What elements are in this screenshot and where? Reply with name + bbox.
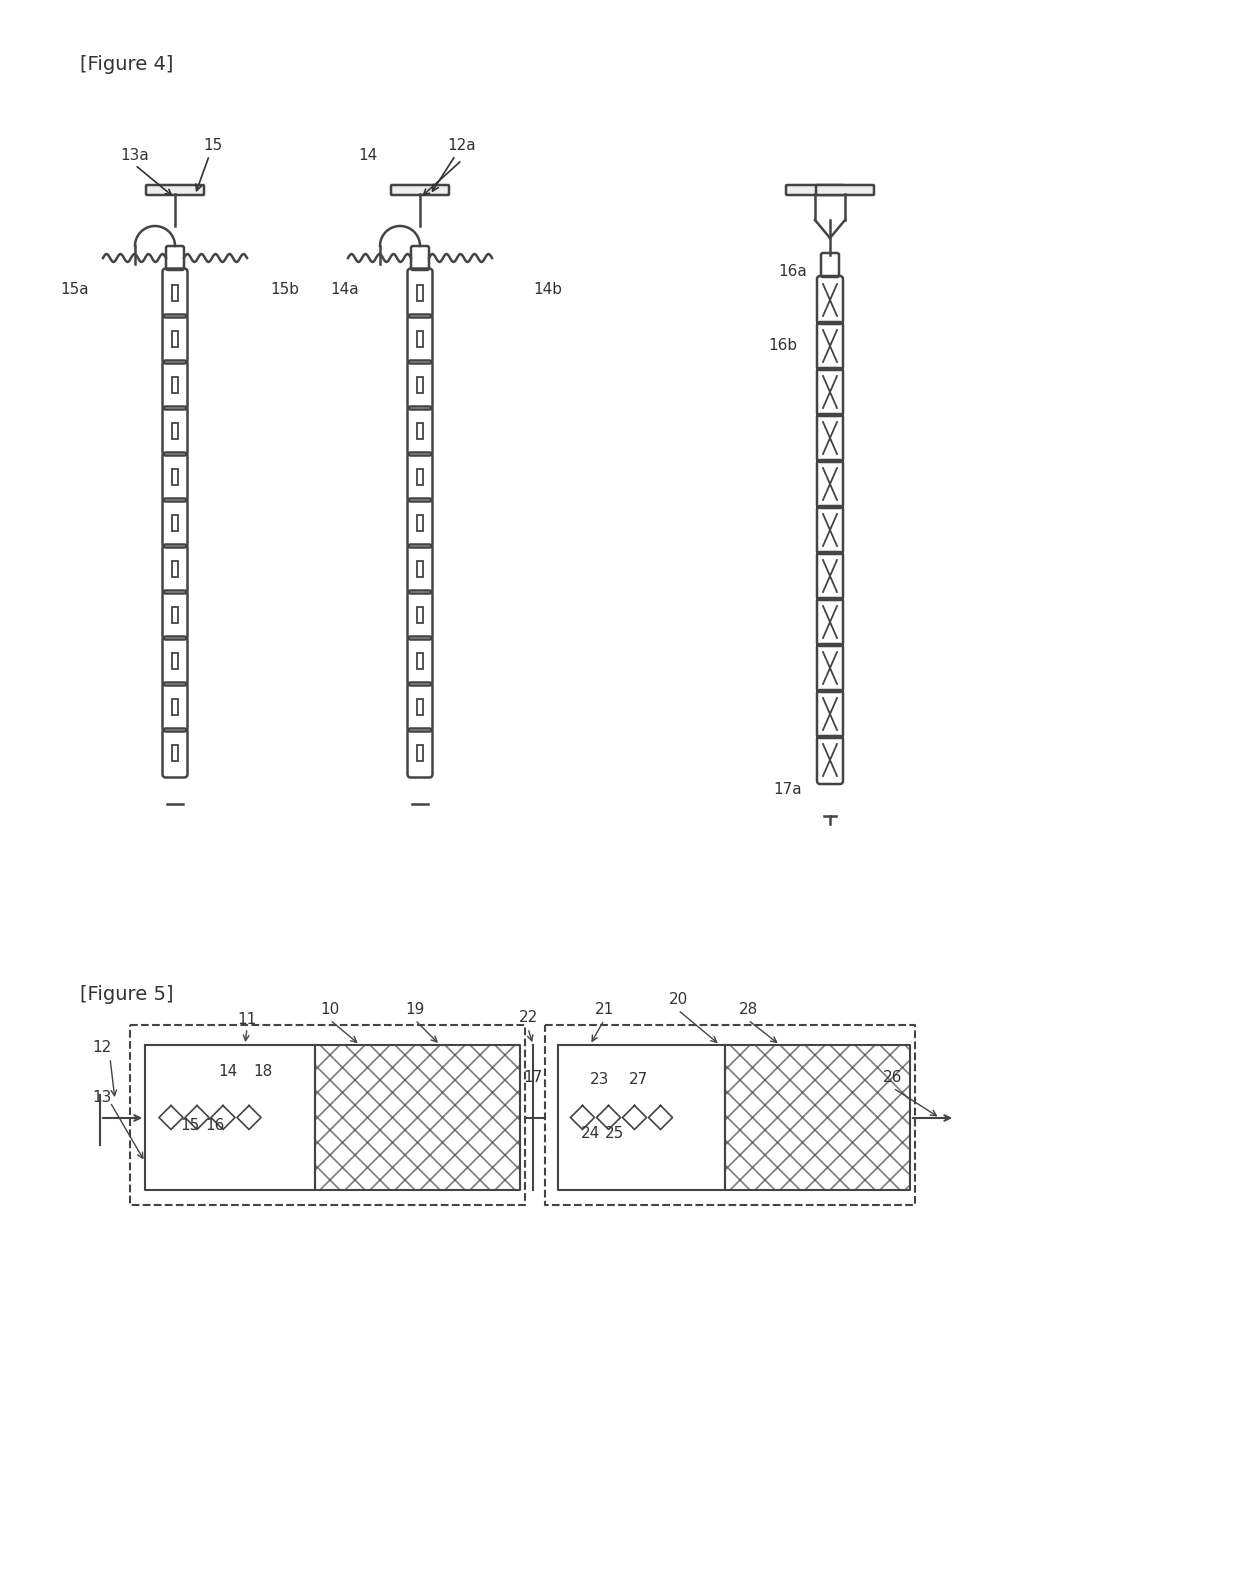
Bar xyxy=(417,653,423,670)
Text: 10: 10 xyxy=(320,1003,340,1018)
Bar xyxy=(172,515,179,532)
Text: 16: 16 xyxy=(206,1117,224,1133)
Text: 15: 15 xyxy=(196,138,223,190)
Text: [Figure 4]: [Figure 4] xyxy=(81,55,174,74)
Text: 14: 14 xyxy=(218,1064,238,1079)
Text: 18: 18 xyxy=(253,1064,273,1079)
Text: 23: 23 xyxy=(590,1073,610,1087)
Bar xyxy=(172,422,179,439)
Text: 12: 12 xyxy=(92,1040,112,1056)
Text: 14b: 14b xyxy=(533,282,563,298)
Bar xyxy=(417,331,423,347)
Bar xyxy=(172,284,179,301)
Text: 19: 19 xyxy=(405,1003,424,1018)
Text: 11: 11 xyxy=(237,1012,257,1028)
Text: 15: 15 xyxy=(180,1117,200,1133)
Text: 24: 24 xyxy=(580,1125,600,1141)
Bar xyxy=(172,331,179,347)
Text: 16b: 16b xyxy=(769,337,797,353)
Text: [Figure 5]: [Figure 5] xyxy=(81,985,174,1004)
Text: 17: 17 xyxy=(523,1070,543,1086)
Bar xyxy=(417,284,423,301)
Text: 14: 14 xyxy=(358,147,378,163)
FancyBboxPatch shape xyxy=(391,185,449,195)
Text: 25: 25 xyxy=(605,1125,625,1141)
Bar xyxy=(417,515,423,532)
Bar xyxy=(417,698,423,715)
Bar xyxy=(417,469,423,485)
Bar xyxy=(417,422,423,439)
Text: 13a: 13a xyxy=(120,147,149,163)
Text: 16a: 16a xyxy=(779,265,807,279)
Bar xyxy=(417,607,423,623)
Text: 14a: 14a xyxy=(331,282,360,298)
Bar xyxy=(172,560,179,577)
Text: 22: 22 xyxy=(518,1010,538,1026)
Bar xyxy=(172,377,179,394)
Bar xyxy=(172,469,179,485)
Text: 20: 20 xyxy=(668,993,688,1007)
Text: 15b: 15b xyxy=(270,282,300,298)
Bar xyxy=(172,653,179,670)
Text: 13: 13 xyxy=(92,1090,112,1106)
Text: 15a: 15a xyxy=(61,282,89,298)
FancyBboxPatch shape xyxy=(816,185,874,195)
Text: 28: 28 xyxy=(738,1003,758,1018)
Bar xyxy=(417,560,423,577)
Bar xyxy=(172,745,179,761)
Text: 27: 27 xyxy=(629,1073,647,1087)
Text: 12a: 12a xyxy=(433,138,476,191)
Bar xyxy=(172,698,179,715)
FancyBboxPatch shape xyxy=(786,185,844,195)
Bar xyxy=(417,377,423,394)
FancyBboxPatch shape xyxy=(146,185,205,195)
Text: 17a: 17a xyxy=(774,783,802,797)
Text: 26: 26 xyxy=(883,1070,903,1086)
Bar xyxy=(172,607,179,623)
Text: 21: 21 xyxy=(594,1003,614,1018)
Bar xyxy=(417,745,423,761)
